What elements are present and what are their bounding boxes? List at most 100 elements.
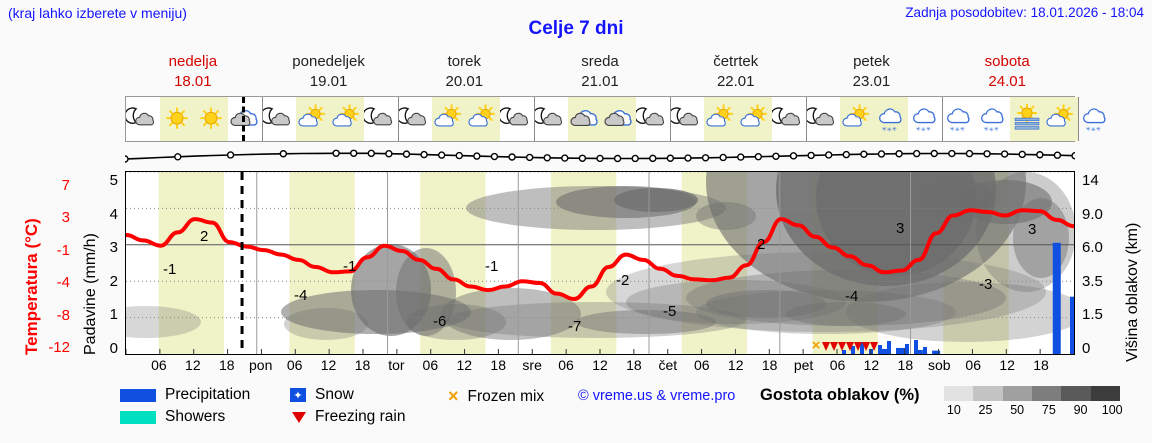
svg-text:✳: ✳ — [916, 126, 921, 133]
legend-item-freezing-rain: Freezing rain — [290, 408, 405, 426]
temperature-tick: -8 — [56, 306, 70, 324]
cloud-density-swatch-1 — [973, 386, 1003, 401]
time-tick: 12 — [456, 357, 473, 373]
legend-item-precipitation: Precipitation — [120, 386, 250, 404]
day-date: 22.01 — [716, 73, 755, 90]
legend-label-precipitation: Precipitation — [165, 386, 251, 403]
page-title: Celje 7 dni — [528, 18, 624, 39]
weather-icon-sun-fog — [1010, 97, 1044, 141]
temperature-value-label: -1 — [163, 261, 177, 278]
cloud-height-tick: 0 — [1082, 340, 1091, 357]
weather-icon-cloud — [568, 97, 602, 141]
weather-icon-cloud-rain: ✳ ✳ ✳ — [1078, 97, 1112, 141]
weather-icon-moon-cloud — [364, 97, 398, 141]
weather-icon-cloud-snow: ✳ ✳ ✳ — [908, 97, 942, 141]
time-tick: 06 — [693, 357, 710, 373]
weather-icon-moon-cloud — [262, 97, 296, 141]
cloud-density-swatch-3 — [1031, 386, 1062, 401]
day-separator — [942, 97, 943, 141]
weather-icon-moon-cloud — [534, 97, 568, 141]
time-tick: 18 — [354, 357, 371, 373]
legend-label-snow: Snow — [315, 386, 354, 403]
weather-icon-cloud-snow: ✳ ✳ ✳ — [874, 97, 908, 141]
svg-text:✳: ✳ — [926, 126, 931, 133]
last-updated: Zadnja posodobitev: 18.01.2026 - 18:04 — [905, 5, 1144, 20]
legend-item-snow: ✦ Snow — [290, 386, 354, 404]
temperature-value-label: -4 — [294, 287, 308, 304]
svg-text:✳: ✳ — [1091, 127, 1096, 134]
day-date: 21.01 — [581, 73, 619, 90]
day-header-1: ponedeljek 19.01 — [261, 52, 397, 94]
svg-text:✳: ✳ — [994, 126, 999, 133]
day-name: nedelja — [168, 53, 218, 70]
precipitation-tick: 3 — [109, 239, 118, 257]
temperature-tick: -1 — [56, 241, 70, 259]
svg-text:✳: ✳ — [1096, 126, 1101, 133]
day-date: 23.01 — [852, 73, 891, 90]
precipitation-tick: 0 — [109, 340, 118, 357]
day-date: 19.01 — [309, 73, 348, 90]
copyright-link[interactable]: © vreme.us & vreme.pro — [578, 388, 736, 404]
day-separator — [806, 97, 807, 141]
day-separator — [262, 97, 263, 141]
temperature-value-label: -7 — [568, 318, 582, 335]
time-tick: 06 — [829, 357, 846, 373]
weather-icon-sun-cloud — [704, 97, 738, 141]
time-tick: 06 — [151, 357, 167, 373]
weather-icon-cloud-snow: ✳ ✳ ✳ — [942, 97, 976, 141]
temperature-tick: 3 — [61, 209, 70, 227]
temperature-value-label: -4 — [845, 288, 859, 305]
svg-text:✳: ✳ — [887, 127, 892, 134]
time-tick: 12 — [727, 357, 744, 373]
svg-text:×: × — [812, 337, 821, 354]
svg-text:✳: ✳ — [955, 127, 960, 134]
current-time-line — [242, 97, 246, 141]
day-separator — [534, 97, 535, 141]
day-date: 20.01 — [445, 73, 484, 90]
svg-text:✳: ✳ — [882, 126, 887, 133]
pressure-trace — [125, 149, 1075, 163]
day-date: 24.01 — [988, 73, 1026, 90]
cloud-density-tick: 100 — [1101, 403, 1123, 417]
time-tick: 06 — [965, 357, 981, 373]
weather-icon-moon-cloud — [126, 97, 160, 141]
time-tick: tor — [388, 357, 405, 373]
cloud-height-axis-title: Višina oblakov (km) — [1120, 170, 1150, 365]
day-date: 18.01 — [174, 73, 212, 90]
weather-icon-cloud — [602, 97, 636, 141]
time-tick: 18 — [761, 357, 778, 373]
weather-icon-row: ✳ ✳ ✳ ✳ ✳ ✳ ✳ ✳ ✳ ✳ ✳ ✳ ✳ ✳ ✳ — [125, 96, 1106, 142]
day-header-5: petek 23.01 — [804, 52, 940, 94]
cloud-density-tick: 90 — [1073, 403, 1088, 417]
location-hint: (kraj lahko izberete v meniju) — [8, 5, 187, 21]
time-tick: 12 — [863, 357, 880, 373]
day-header-2: torek 20.01 — [396, 52, 532, 94]
cloud-height-tick: 3.5 — [1082, 272, 1103, 290]
day-separator — [1078, 97, 1079, 141]
weather-icon-moon-cloud — [398, 97, 432, 141]
time-tick: pon — [249, 357, 273, 373]
time-tick: sob — [927, 357, 951, 373]
time-tick: 18 — [626, 357, 642, 373]
cloud-height-axis-label: Višina oblakov (km) — [1124, 222, 1141, 362]
svg-text:✳: ✳ — [1086, 126, 1091, 133]
weather-icon-cloud-snow: ✳ ✳ ✳ — [976, 97, 1010, 141]
temperature-value-label: -1 — [343, 258, 357, 275]
temperature-axis-title: Temperatura (°C) — [2, 170, 41, 360]
time-tick: sre — [522, 357, 542, 373]
day-name: torek — [447, 53, 481, 70]
svg-text:✳: ✳ — [984, 126, 989, 133]
day-header-6: sobota 24.01 — [939, 52, 1075, 94]
cloud-height-tick: 6.0 — [1082, 239, 1103, 257]
svg-text:✳: ✳ — [892, 126, 897, 133]
weather-icon-moon-cloud — [636, 97, 670, 141]
day-name: petek — [853, 53, 890, 70]
time-tick: 18 — [218, 357, 235, 373]
temperature-value-label: -6 — [433, 313, 447, 330]
time-tick: 12 — [999, 357, 1015, 373]
temperature-value-label: -1 — [485, 258, 499, 275]
showers-swatch — [120, 410, 156, 424]
frozen-mix-icon: × — [448, 386, 459, 406]
day-header-3: sreda 21.01 — [532, 52, 668, 94]
temperature-value-label: -5 — [663, 303, 677, 320]
